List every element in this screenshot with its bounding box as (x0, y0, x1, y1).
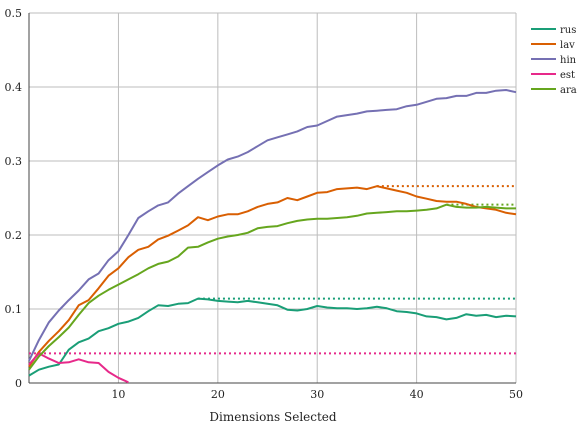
x-tick-label: 40 (410, 388, 424, 401)
legend-label-rus: rus (560, 25, 576, 36)
axes (28, 13, 516, 384)
reference-lines (29, 185, 516, 355)
y-tick-label: 0.4 (5, 81, 23, 94)
y-tick-label: 0.1 (5, 303, 23, 316)
y-tick-label: 0.5 (5, 7, 23, 20)
series-line-est (28, 352, 129, 384)
x-axis-label: Dimensions Selected (209, 410, 336, 424)
series-line-ara (28, 203, 516, 371)
x-tick-label: 30 (310, 388, 324, 401)
y-tick-label: 0 (15, 377, 22, 390)
x-tick-label: 50 (509, 388, 523, 401)
legend-label-est: est (560, 70, 575, 81)
series-line-rus (28, 297, 517, 377)
tick-labels: 10 20 30 40 50 0 0.1 0.2 0.3 0.4 0.5 (5, 7, 524, 401)
legend: rus lav hin est ara (531, 25, 577, 96)
legend-label-ara: ara (560, 85, 577, 96)
grid (29, 12, 517, 383)
x-tick-label: 10 (111, 388, 125, 401)
series-lines (28, 89, 517, 384)
y-tick-label: 0.2 (5, 229, 23, 242)
series-line-hin (28, 89, 517, 362)
y-tick-label: 0.3 (5, 155, 23, 168)
legend-label-lav: lav (560, 40, 575, 51)
x-tick-label: 20 (211, 388, 225, 401)
series-line-lav (28, 185, 517, 368)
legend-label-hin: hin (560, 55, 577, 66)
